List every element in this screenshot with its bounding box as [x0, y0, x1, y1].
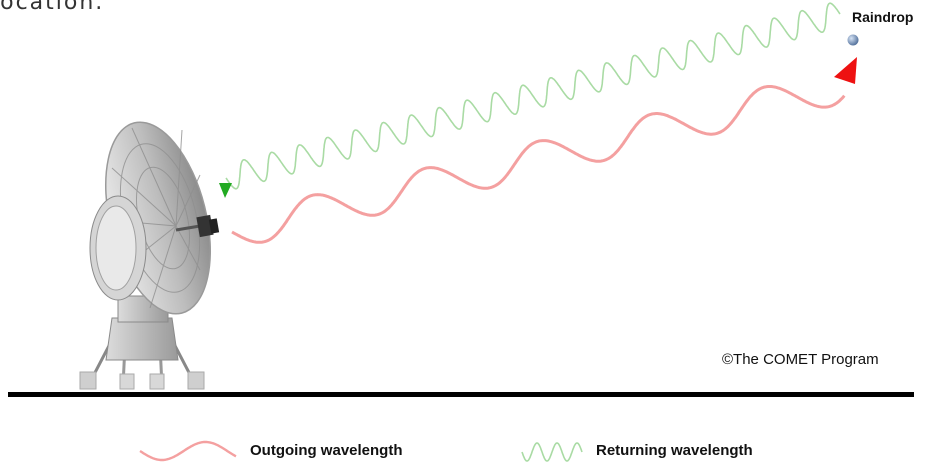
- legend-outgoing-wave-icon: [139, 440, 237, 462]
- ground-line: [8, 392, 914, 397]
- outgoing-arrowhead: [834, 57, 857, 84]
- legend-outgoing-label: Outgoing wavelength: [250, 442, 403, 459]
- raindrop-icon: [847, 34, 859, 46]
- legend-returning-wave-icon: [521, 442, 583, 462]
- legend-returning-label: Returning wavelength: [596, 442, 753, 459]
- caption-fragment: location.: [0, 0, 105, 15]
- credit-text: ©The COMET Program: [722, 351, 879, 368]
- returning-wave: [225, 2, 841, 190]
- raindrop-label: Raindrop: [852, 9, 914, 25]
- outgoing-wave: [231, 85, 846, 244]
- radar-dish-icon: [79, 121, 220, 390]
- returning-arrowhead: [219, 183, 232, 198]
